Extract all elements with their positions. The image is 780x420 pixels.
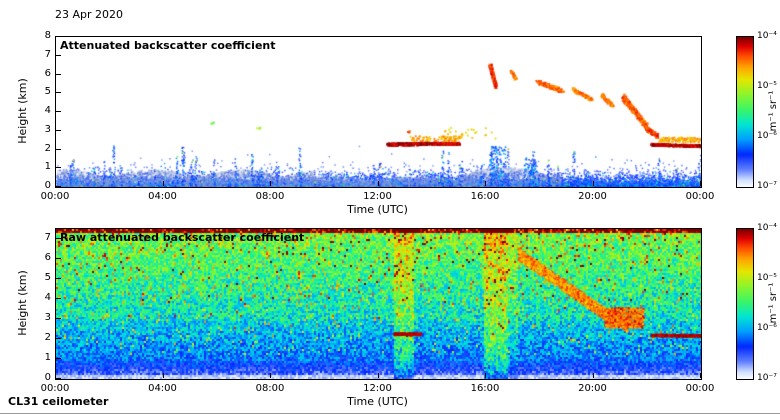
- y-tick-label: 3: [44, 123, 51, 135]
- y-tick-label: 3: [44, 312, 51, 323]
- x-tick-label: 20:00: [578, 191, 607, 202]
- y-tick-mark: [56, 129, 61, 131]
- x-tick-label: 16:00: [470, 383, 500, 394]
- colorbar-unit-label-attenuated: m⁻¹ sr⁻¹: [768, 90, 779, 132]
- x-tick-label: 00:00: [40, 191, 70, 202]
- colorbar-tick-label: 10⁻⁷: [757, 373, 777, 383]
- raw-attenuated-backscatter-heatmap: [56, 229, 701, 379]
- x-tick-label: 04:00: [148, 383, 177, 394]
- x-tick-mark: [162, 181, 164, 186]
- colorbar-attenuated: [736, 36, 754, 188]
- x-tick-label: 00:00: [685, 383, 715, 394]
- y-tick-mark: [56, 298, 61, 299]
- x-tick-label: 00:00: [685, 191, 715, 202]
- x-tick-label: 04:00: [148, 191, 177, 202]
- x-tick-mark: [55, 181, 56, 186]
- y-tick-mark: [56, 148, 61, 150]
- y-tick-mark: [56, 167, 61, 169]
- x-tick-mark: [377, 181, 379, 186]
- x-tick-label: 08:00: [255, 191, 285, 202]
- y-tick-label: 6: [44, 67, 51, 79]
- y-tick-mark: [56, 186, 61, 187]
- colorbar-unit-label-raw: m⁻¹ sr⁻¹: [768, 282, 779, 324]
- y-tick-mark: [56, 278, 61, 279]
- instrument-label: CL31 ceilometer: [8, 395, 109, 408]
- y-tick-mark: [56, 318, 61, 319]
- colorbar-tick-label: 10⁻⁴: [757, 31, 777, 41]
- x-tick-label: 00:00: [40, 383, 70, 394]
- x-tick-label: 20:00: [578, 383, 607, 394]
- x-tick-mark: [55, 373, 56, 378]
- colorbar-tick-label: 10⁻⁵: [757, 273, 777, 283]
- x-tick-label: 12:00: [363, 383, 392, 394]
- x-tick-mark: [270, 373, 271, 378]
- y-tick-mark: [56, 73, 61, 75]
- colorbar-tick-label: 10⁻⁵: [757, 81, 777, 91]
- colorbar-tick-label: 10⁻⁶: [757, 131, 777, 141]
- date-label: 23 Apr 2020: [55, 8, 124, 21]
- y-tick-label: 7: [44, 48, 51, 60]
- y-tick-label: 6: [44, 252, 51, 263]
- x-axis-label-attenuated: Time (UTC): [347, 203, 408, 216]
- y-tick-mark: [56, 378, 61, 379]
- y-tick-mark: [56, 238, 61, 239]
- colorbar-tick-label: 10⁻⁷: [757, 181, 777, 191]
- plot-title-attenuated: Attenuated backscatter coefficient: [60, 39, 276, 52]
- x-tick-mark: [162, 373, 164, 378]
- x-tick-mark: [700, 181, 701, 186]
- bottom-divider: [0, 413, 780, 414]
- x-tick-mark: [270, 181, 271, 186]
- y-tick-label: 5: [44, 86, 51, 98]
- y-tick-label: 4: [44, 292, 51, 303]
- y-tick-label: 1: [44, 352, 51, 363]
- y-tick-mark: [56, 258, 61, 259]
- y-tick-mark: [56, 338, 61, 339]
- y-tick-label: 2: [44, 142, 51, 154]
- x-tick-mark: [592, 373, 594, 378]
- x-tick-label: 16:00: [470, 191, 500, 202]
- attenuated-backscatter-heatmap: [56, 37, 701, 187]
- y-tick-label: 7: [44, 232, 51, 243]
- y-tick-mark: [56, 54, 61, 56]
- x-tick-mark: [485, 373, 486, 378]
- y-tick-label: 1: [44, 161, 51, 173]
- y-tick-label: 2: [44, 332, 51, 343]
- colorbar-tick-label: 10⁻⁴: [757, 223, 777, 233]
- y-tick-label: 4: [44, 105, 51, 116]
- y-tick-label: 0: [44, 372, 51, 383]
- y-tick-mark: [56, 36, 61, 37]
- x-tick-mark: [377, 373, 379, 378]
- x-axis-label-raw: Time (UTC): [347, 395, 408, 408]
- x-tick-mark: [485, 181, 486, 186]
- x-tick-label: 08:00: [255, 383, 285, 394]
- plot-area-attenuated: Attenuated backscatter coefficient: [55, 36, 702, 188]
- y-tick-label: 0: [44, 180, 51, 191]
- x-tick-label: 12:00: [363, 191, 392, 202]
- x-tick-mark: [592, 181, 594, 186]
- y-tick-mark: [56, 358, 61, 359]
- y-tick-mark: [56, 92, 61, 94]
- y-tick-mark: [56, 111, 61, 112]
- x-tick-mark: [700, 373, 701, 378]
- plot-title-raw: Raw attenuated backscatter coefficient: [60, 231, 305, 244]
- plot-area-raw: Raw attenuated backscatter coefficient: [55, 228, 702, 380]
- y-tick-label: 8: [44, 30, 51, 41]
- colorbar-tick-label: 10⁻⁶: [757, 323, 777, 333]
- y-tick-label: 5: [44, 272, 51, 283]
- colorbar-raw: [736, 228, 754, 380]
